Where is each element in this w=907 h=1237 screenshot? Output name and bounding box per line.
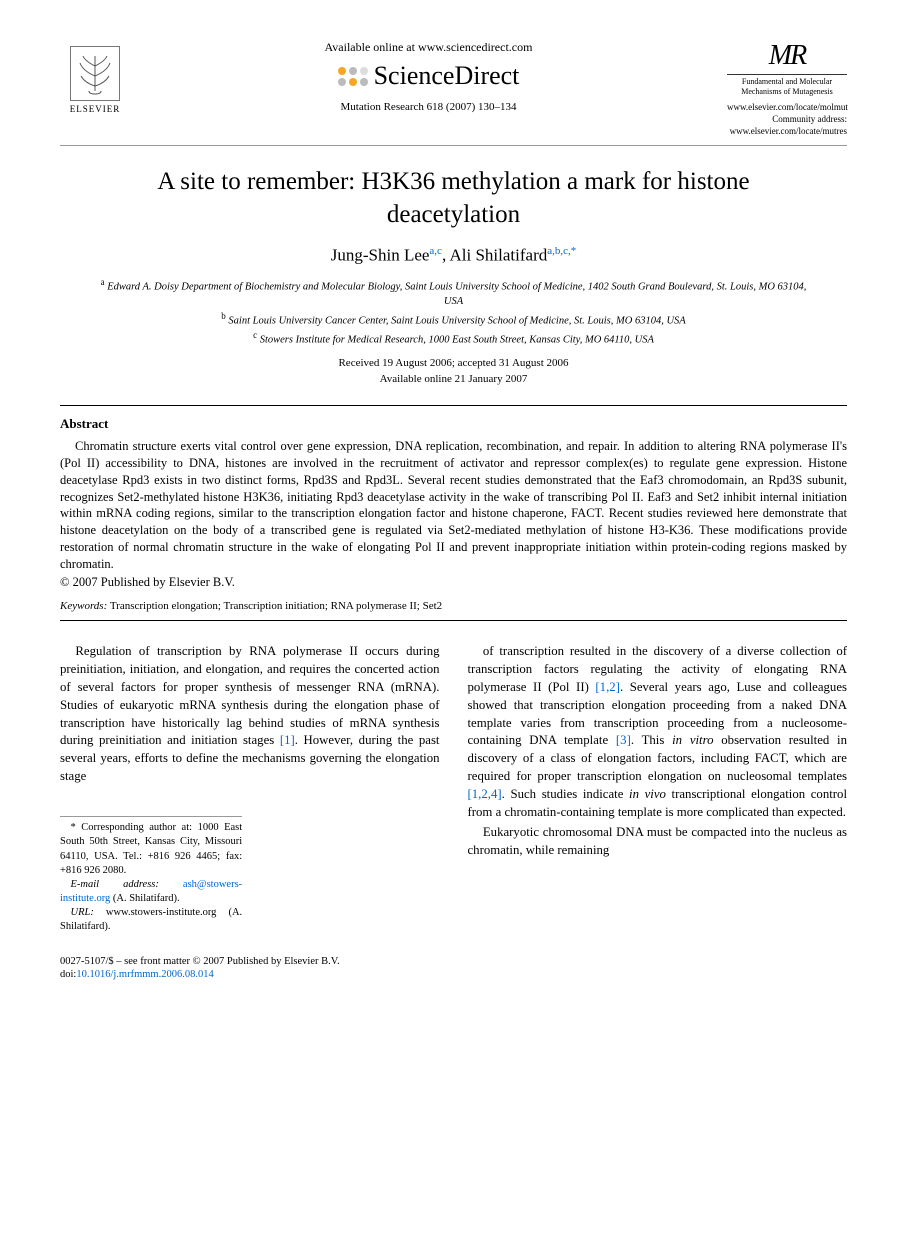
affiliation-c: c Stowers Institute for Medical Research… — [90, 329, 817, 348]
sd-dot — [360, 78, 368, 86]
corresponding-mark[interactable]: * — [571, 245, 577, 257]
keywords-label: Keywords: — [60, 600, 107, 612]
abstract-body: Chromatin structure exerts vital control… — [60, 438, 847, 573]
header-rule — [60, 145, 847, 146]
journal-reference: Mutation Research 618 (2007) 130–134 — [150, 101, 707, 113]
sciencedirect-text: ScienceDirect — [374, 61, 520, 91]
article-title: A site to remember: H3K36 methylation a … — [100, 166, 807, 231]
ref-link-12[interactable]: [1,2] — [595, 680, 620, 694]
ref-link-124[interactable]: [1,2,4] — [468, 787, 502, 801]
received-date: Received 19 August 2006; accepted 31 Aug… — [60, 356, 847, 371]
affiliation-a: a Edward A. Doisy Department of Biochemi… — [90, 276, 817, 310]
affiliation-b: b Saint Louis University Cancer Center, … — [90, 310, 817, 329]
sd-dot — [338, 67, 346, 75]
email-footnote: E-mail address: ash@stowers-institute.or… — [60, 878, 242, 906]
authors: Jung-Shin Leea,c, Ali Shilatifarda,b,c,* — [60, 245, 847, 266]
sd-dots-icon — [338, 67, 368, 86]
author-1: Jung-Shin Lee — [331, 246, 430, 265]
journal-logo-block: MR Fundamental and Molecular Mechanisms … — [727, 40, 847, 137]
doi-line: doi:10.1016/j.mrfmmm.2006.08.014 — [60, 968, 847, 982]
body-para-1: Regulation of transcription by RNA polym… — [60, 643, 440, 786]
keywords-text: Transcription elongation; Transcription … — [110, 600, 442, 612]
column-right: of transcription resulted in the discove… — [468, 643, 848, 935]
elsevier-tree-icon — [70, 46, 120, 101]
sciencedirect-logo: ScienceDirect — [150, 61, 707, 91]
abstract-heading: Abstract — [60, 416, 847, 432]
sd-dot — [338, 78, 346, 86]
abstract-copyright: © 2007 Published by Elsevier B.V. — [60, 575, 847, 590]
keywords: Keywords: Transcription elongation; Tran… — [60, 600, 847, 612]
doi-block: 0027-5107/$ – see front matter © 2007 Pu… — [60, 955, 847, 982]
affiliations: a Edward A. Doisy Department of Biochemi… — [90, 276, 817, 348]
available-online-text: Available online at www.sciencedirect.co… — [150, 40, 707, 55]
corresponding-footnote: * Corresponding author at: 1000 East Sou… — [60, 821, 242, 878]
journal-mark: MR — [727, 40, 847, 75]
elsevier-logo: ELSEVIER — [60, 40, 130, 120]
body-columns: Regulation of transcription by RNA polym… — [60, 643, 847, 935]
ref-link-1[interactable]: [1] — [280, 733, 295, 747]
author-2: Ali Shilatifard — [450, 246, 548, 265]
column-left: Regulation of transcription by RNA polym… — [60, 643, 440, 935]
sd-dot — [349, 67, 357, 75]
sd-dot — [360, 67, 368, 75]
online-date: Available online 21 January 2007 — [60, 372, 847, 387]
url-link[interactable]: www.stowers-institute.org — [106, 907, 217, 918]
body-para-1-cont: of transcription resulted in the discove… — [468, 643, 848, 822]
author-1-affil[interactable]: a,c — [429, 245, 442, 257]
ref-link-3[interactable]: [3] — [616, 733, 631, 747]
sd-dot — [349, 78, 357, 86]
article-dates: Received 19 August 2006; accepted 31 Aug… — [60, 356, 847, 387]
footnotes: * Corresponding author at: 1000 East Sou… — [60, 816, 242, 934]
header: ELSEVIER Available online at www.science… — [60, 40, 847, 137]
front-matter-line: 0027-5107/$ – see front matter © 2007 Pu… — [60, 955, 847, 969]
journal-link-2[interactable]: Community address: www.elsevier.com/loca… — [727, 114, 847, 137]
doi-link[interactable]: 10.1016/j.mrfmmm.2006.08.014 — [76, 969, 213, 980]
abstract-top-rule — [60, 405, 847, 406]
journal-links: www.elsevier.com/locate/molmut Community… — [727, 102, 847, 137]
header-center: Available online at www.sciencedirect.co… — [130, 40, 727, 113]
url-footnote: URL: www.stowers-institute.org (A. Shila… — [60, 906, 242, 934]
elsevier-label: ELSEVIER — [70, 104, 121, 114]
journal-subtitle: Fundamental and Molecular Mechanisms of … — [727, 77, 847, 96]
abstract-bottom-rule — [60, 620, 847, 621]
author-2-affil[interactable]: a,b,c, — [547, 245, 571, 257]
body-para-2: Eukaryotic chromosomal DNA must be compa… — [468, 824, 848, 860]
journal-link-1[interactable]: www.elsevier.com/locate/molmut — [727, 102, 847, 114]
